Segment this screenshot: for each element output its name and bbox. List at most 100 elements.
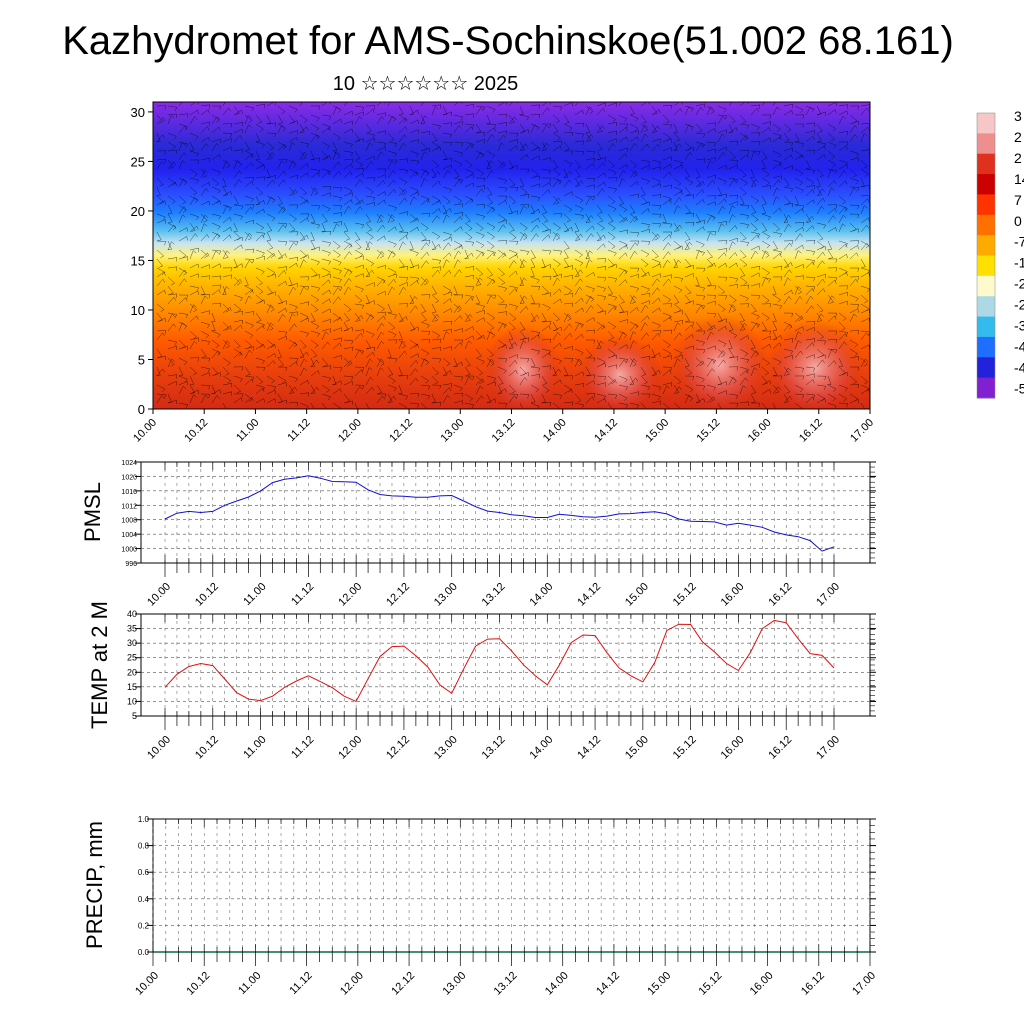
wind-barb [332,204,342,207]
wind-barb-flag [436,200,441,204]
wind-barb [618,178,623,188]
wind-barb-flag [171,358,175,362]
wind-barb [673,205,678,215]
wind-barb [629,242,636,251]
wind-barb [486,330,496,336]
wind-barb-flag [193,304,197,308]
wind-barb-flag [675,392,680,394]
wind-barb-flag [438,358,442,363]
wind-barb-flag [504,252,507,257]
wind-barb [222,227,231,233]
wind-barb [695,226,704,233]
wind-barb-flag [857,366,860,371]
wind-barb-flag [339,279,342,283]
wind-barb-flag [164,105,167,110]
wind-barb [838,164,848,170]
wind-barb-flag [158,265,163,268]
wind-barb-flag [559,288,562,293]
wind-barb-flag [590,296,594,300]
wind-barb-flag [384,235,386,240]
wind-barb [651,366,657,375]
wind-barb-flag [184,379,188,383]
wind-barb-flag [449,208,452,213]
wind-barb [398,366,403,376]
wind-barb-flag [744,322,748,327]
wind-barb [189,247,199,251]
wind-barb [816,154,825,161]
wind-barb-flag [512,201,516,205]
wind-barb-flag [372,109,375,114]
wind-barb-flag [766,182,770,186]
wind-barb-flag [702,342,705,346]
wind-barb [651,330,661,332]
wind-barb [508,204,513,214]
x-tick-label: 11.12 [285,417,312,444]
wind-barb-flag [296,204,299,209]
wind-barb-flag [733,179,737,183]
wind-barb [321,365,331,368]
wind-barb [453,102,459,107]
wind-barb-flag [802,227,804,232]
wind-barb [354,273,364,278]
wind-barb [816,206,822,215]
wind-barb-flag [468,237,473,240]
wind-barb-flag [626,344,628,349]
wind-barb [805,288,813,296]
wind-barb-flag [391,327,396,331]
wind-barb [497,357,507,360]
wind-barb [233,324,241,332]
wind-barb [860,359,866,368]
wind-barb [772,132,782,136]
wind-barb [761,277,766,287]
wind-barb-flag [622,331,627,336]
wind-barb-flag [736,356,739,361]
wind-barb-flag [202,356,207,358]
wind-barb [398,235,407,242]
wind-barb [574,222,580,232]
wind-barb [387,132,395,140]
wind-barb [354,132,361,141]
wind-barb [772,240,778,249]
wind-barb [156,348,163,357]
wind-barb-flag [842,223,846,227]
wind-barb-flag [571,388,573,393]
wind-barb [398,393,408,397]
wind-barb [277,144,285,152]
wind-barb [255,294,264,301]
wind-barb-flag [560,298,562,303]
wind-barb [585,215,592,224]
wind-barb-flag [549,276,552,281]
wind-barb-flag [558,197,561,202]
wind-barb [266,175,276,179]
wind-barb-flag [303,259,307,263]
wind-barb [453,361,462,368]
wind-barb [761,150,768,159]
wind-barb-flag [790,351,793,355]
wind-barb [156,384,166,390]
wind-barb [717,116,723,125]
wind-barb [475,309,485,314]
wind-barb [783,110,792,116]
wind-barb-flag [328,171,331,175]
wind-barb-flag [414,296,418,300]
wind-barb [860,318,870,323]
wind-barb [343,192,353,197]
wind-barb [728,237,738,242]
wind-barb-flag [579,254,583,258]
wind-barb [772,386,779,395]
x-tick-label: 11.12 [289,581,316,608]
wind-barb-flag [735,225,738,230]
wind-barb [618,294,625,303]
wind-barb-flag [612,143,616,147]
wind-barb-flag [323,364,328,367]
wind-barb [618,136,627,143]
wind-barb-flag [285,266,288,271]
wind-barb [805,261,813,269]
wind-barb-flag [414,344,418,348]
wind-barb-flag [384,199,386,204]
wind-barb [266,150,273,159]
wind-barb [684,242,690,251]
wind-barb [354,179,361,188]
wind-barb-flag [800,109,804,113]
wind-barb-flag [261,252,265,257]
